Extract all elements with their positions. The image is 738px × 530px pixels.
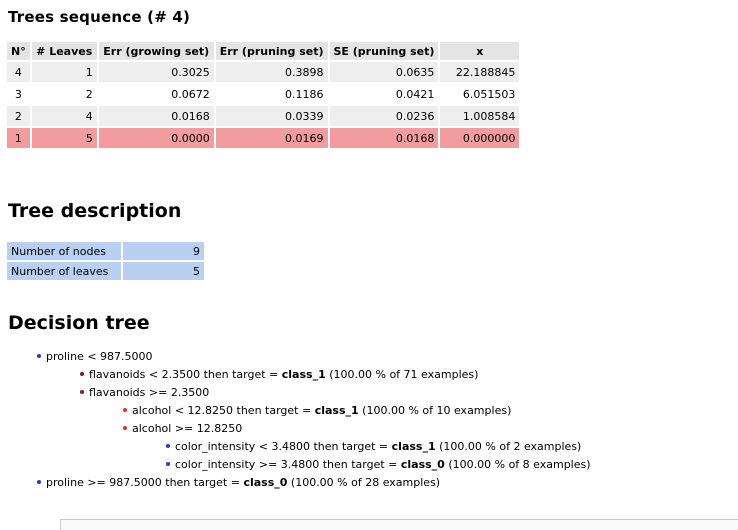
col-header-x: x <box>440 42 520 60</box>
bullet-icon <box>166 462 170 466</box>
bullet-icon <box>37 354 41 358</box>
tree-description-title: Tree description <box>8 200 182 222</box>
col-header-n: N° <box>7 42 30 60</box>
cell-se-pruning: 0.0635 <box>329 62 439 82</box>
nodes-label: Number of nodes <box>7 242 121 260</box>
table-row: 3 2 0.0672 0.1186 0.0421 6.051503 <box>7 84 520 104</box>
node-class: class_1 <box>281 368 326 381</box>
node-class: class_1 <box>314 404 359 417</box>
table-row: 2 4 0.0168 0.0339 0.0236 1.008584 <box>7 106 520 126</box>
node-text: flavanoids < 2.3500 then target = <box>89 368 282 381</box>
node-support: (100.00 % of 2 examples) <box>435 440 582 453</box>
cell-x: 6.051503 <box>440 84 520 104</box>
leaves-value: 5 <box>123 262 204 280</box>
table-row: Number of nodes 9 <box>7 242 204 260</box>
tree-node: flavanoids >= 2.3500 <box>80 386 209 400</box>
node-support: (100.00 % of 10 examples) <box>358 404 512 417</box>
decision-tree-title: Decision tree <box>8 312 150 334</box>
node-text: flavanoids >= 2.3500 <box>89 386 210 399</box>
cell-n: 4 <box>7 62 30 82</box>
tree-description-table: Number of nodes 9 Number of leaves 5 <box>5 240 206 282</box>
cell-x: 22.188845 <box>440 62 520 82</box>
node-class: class_0 <box>243 476 288 489</box>
node-text: color_intensity >= 3.4800 then target = <box>175 458 401 471</box>
node-text: proline >= 987.5000 then target = <box>46 476 244 489</box>
node-support: (100.00 % of 28 examples) <box>287 476 441 489</box>
node-text: alcohol < 12.8250 then target = <box>132 404 315 417</box>
bullet-icon <box>123 426 127 430</box>
tree-node: proline < 987.5000 <box>37 350 153 364</box>
bullet-icon <box>166 444 170 448</box>
tree-node: flavanoids < 2.3500 then target = class_… <box>80 368 478 382</box>
cell-n: 1 <box>7 128 30 148</box>
tree-node: alcohol >= 12.8250 <box>123 422 242 436</box>
cell-x: 0.000000 <box>440 128 520 148</box>
node-class: class_0 <box>400 458 445 471</box>
cell-err-growing: 0.0168 <box>98 106 214 126</box>
table-row-selected[interactable]: 1 5 0.0000 0.0169 0.0168 0.000000 <box>7 128 520 148</box>
node-text: proline < 987.5000 <box>46 350 153 363</box>
cell-leaves: 2 <box>31 84 97 104</box>
col-header-err-growing: Err (growing set) <box>98 42 214 60</box>
nodes-value: 9 <box>123 242 204 260</box>
cell-se-pruning: 0.0236 <box>329 106 439 126</box>
cell-err-growing: 0.0672 <box>98 84 214 104</box>
cell-n: 2 <box>7 106 30 126</box>
cell-err-growing: 0.3025 <box>98 62 214 82</box>
node-text: alcohol >= 12.8250 <box>132 422 243 435</box>
cell-leaves: 1 <box>31 62 97 82</box>
cell-err-pruning: 0.0339 <box>215 106 328 126</box>
cell-err-pruning: 0.0169 <box>215 128 328 148</box>
cell-err-pruning: 0.1186 <box>215 84 328 104</box>
col-header-se-pruning: SE (pruning set) <box>329 42 439 60</box>
node-text: color_intensity < 3.4800 then target = <box>175 440 392 453</box>
cell-leaves: 4 <box>31 106 97 126</box>
cell-se-pruning: 0.0168 <box>329 128 439 148</box>
table-header-row: N° # Leaves Err (growing set) Err (pruni… <box>7 42 520 60</box>
bullet-icon <box>80 372 84 376</box>
leaves-label: Number of leaves <box>7 262 121 280</box>
node-support: (100.00 % of 8 examples) <box>444 458 591 471</box>
cell-err-growing: 0.0000 <box>98 128 214 148</box>
tree-node: color_intensity < 3.4800 then target = c… <box>166 440 581 454</box>
col-header-err-pruning: Err (pruning set) <box>215 42 328 60</box>
cell-x: 1.008584 <box>440 106 520 126</box>
tree-node: proline >= 987.5000 then target = class_… <box>37 476 440 490</box>
cell-n: 3 <box>7 84 30 104</box>
node-class: class_1 <box>391 440 436 453</box>
tree-node: color_intensity >= 3.4800 then target = … <box>166 458 591 472</box>
table-row: Number of leaves 5 <box>7 262 204 280</box>
tree-node: alcohol < 12.8250 then target = class_1 … <box>123 404 511 418</box>
table-row: 4 1 0.3025 0.3898 0.0635 22.188845 <box>7 62 520 82</box>
trees-sequence-table: N° # Leaves Err (growing set) Err (pruni… <box>5 40 521 150</box>
cell-se-pruning: 0.0421 <box>329 84 439 104</box>
trees-sequence-title: Trees sequence (# 4) <box>8 8 191 26</box>
cell-leaves: 5 <box>31 128 97 148</box>
bullet-icon <box>37 480 41 484</box>
node-support: (100.00 % of 71 examples) <box>325 368 479 381</box>
cell-err-pruning: 0.3898 <box>215 62 328 82</box>
bullet-icon <box>123 408 127 412</box>
bullet-icon <box>80 390 84 394</box>
col-header-leaves: # Leaves <box>31 42 97 60</box>
bottom-scroll-area[interactable] <box>60 519 738 530</box>
